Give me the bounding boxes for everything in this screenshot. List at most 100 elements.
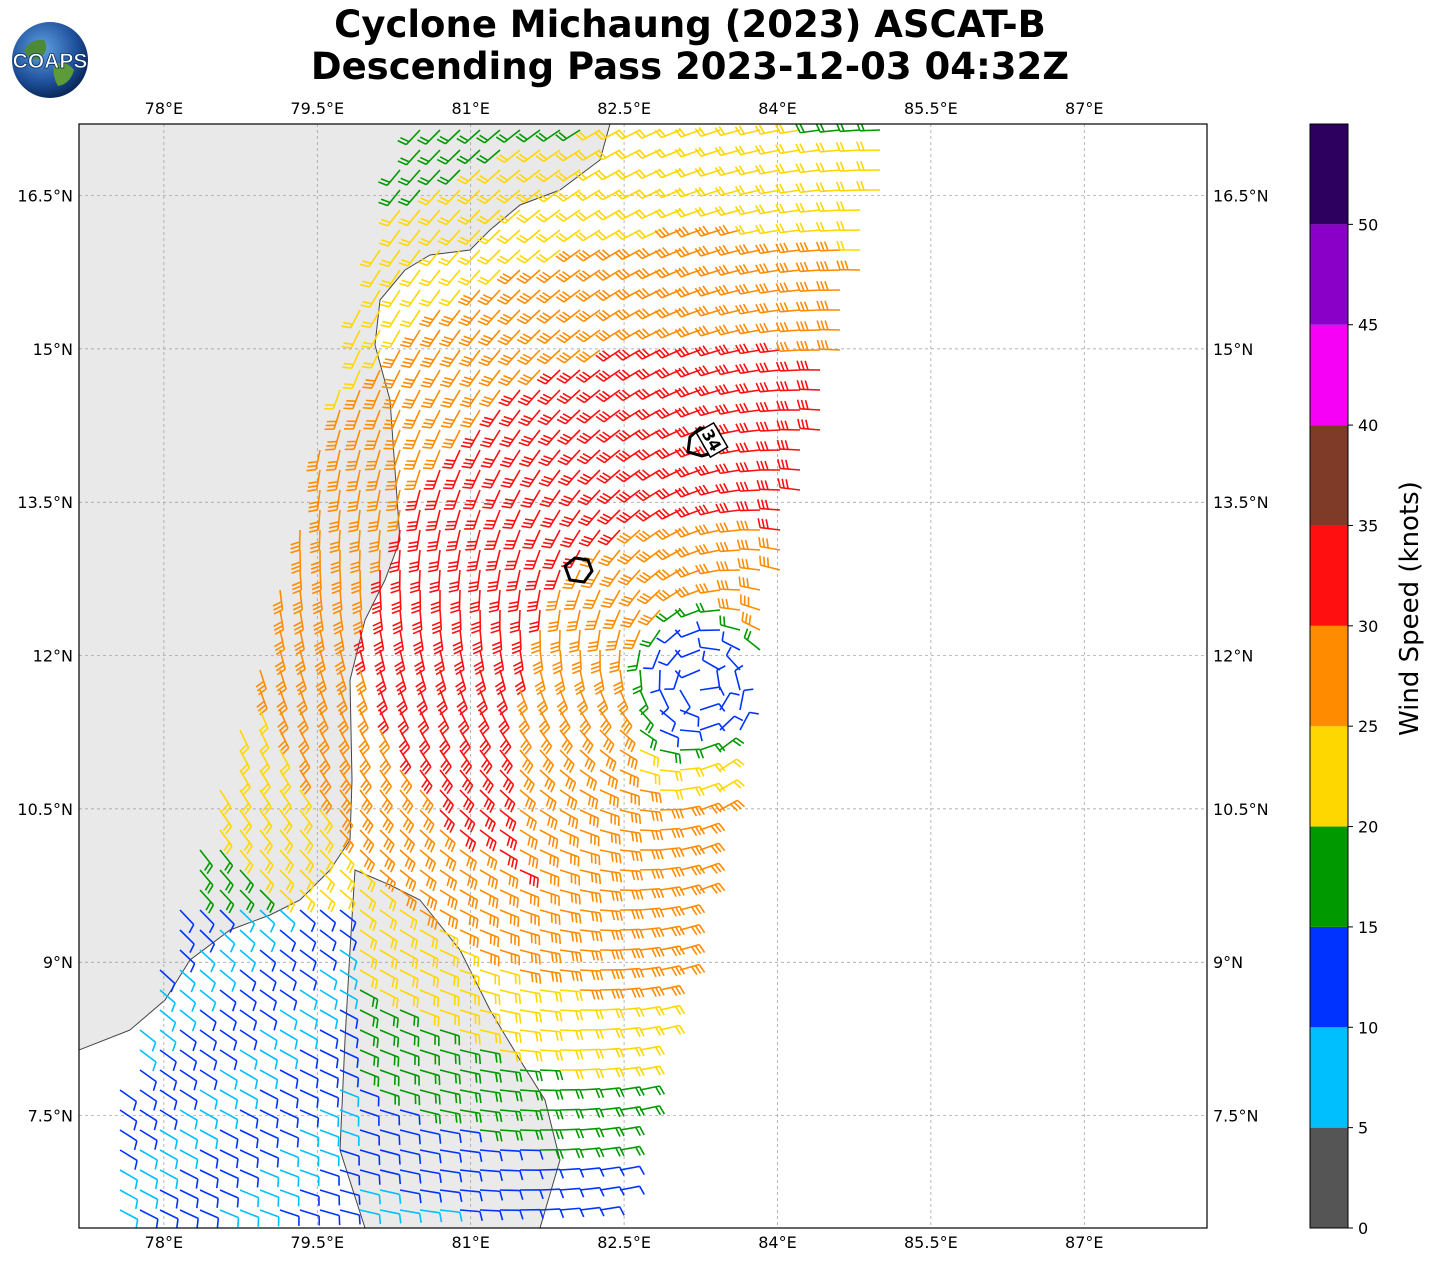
wind-barb xyxy=(422,429,441,450)
wind-barb xyxy=(614,209,641,220)
wind-barb xyxy=(516,269,541,284)
wind-barb xyxy=(694,385,721,397)
wind-barb xyxy=(536,289,561,304)
wind-barb xyxy=(594,189,621,201)
wind-barb xyxy=(419,349,441,368)
wind-barb xyxy=(575,329,601,343)
wind-barb xyxy=(856,141,881,152)
wind-barb xyxy=(775,321,801,333)
wind-barb xyxy=(735,343,761,355)
wind-barb xyxy=(458,309,481,327)
wind-barb xyxy=(755,362,781,373)
wind-barb xyxy=(535,209,561,223)
wind-barb xyxy=(420,369,441,389)
wind-barb xyxy=(417,209,441,226)
wind-barb xyxy=(477,309,501,326)
wind-barb xyxy=(441,429,461,449)
wind-barb xyxy=(755,421,781,432)
wind-barb xyxy=(615,489,641,503)
wind-barb xyxy=(575,349,601,363)
wind-barb xyxy=(796,399,821,411)
wind-barb xyxy=(400,329,421,348)
wind-barb xyxy=(816,320,841,331)
wind-barb xyxy=(555,149,581,162)
wind-barb xyxy=(401,389,421,409)
colorbar-bin xyxy=(1310,625,1348,727)
wind-barb xyxy=(555,269,581,283)
wind-barb xyxy=(401,369,421,389)
wind-barb xyxy=(517,349,541,366)
wind-barb xyxy=(400,349,421,369)
wind-barb xyxy=(575,309,601,323)
wind-barb xyxy=(557,449,581,466)
wind-barb xyxy=(403,449,421,470)
wind-barb xyxy=(635,469,661,481)
wind-barb xyxy=(419,309,441,328)
colorbar-bin xyxy=(1310,826,1348,927)
colorbar-bin xyxy=(1310,1127,1348,1228)
wind-barb xyxy=(577,469,601,485)
wind-barb xyxy=(477,269,501,286)
wind-barb xyxy=(438,269,461,287)
wind-barb xyxy=(555,309,581,323)
wind-barb xyxy=(595,389,621,403)
wind-barb xyxy=(422,449,441,470)
wind-barb xyxy=(418,269,441,287)
wind-barb xyxy=(341,309,361,329)
wind-barb xyxy=(595,209,621,221)
wind-barb xyxy=(596,489,621,505)
wind-barb xyxy=(397,129,421,146)
wind-barb xyxy=(515,149,541,163)
wind-barb xyxy=(379,289,401,308)
wind-barb xyxy=(385,489,401,512)
wind-barb xyxy=(495,149,521,164)
wind-barb xyxy=(595,429,621,443)
colorbar-tick-label: 20 xyxy=(1358,818,1378,837)
wind-barb xyxy=(614,248,641,261)
wind-barb xyxy=(734,283,761,295)
wind-barb xyxy=(555,289,581,303)
wind-barb xyxy=(476,209,501,225)
wind-barb xyxy=(442,449,461,470)
wind-barb xyxy=(382,409,401,430)
wind-barb xyxy=(694,365,721,377)
colorbar-bin xyxy=(1310,726,1348,827)
wind-barb xyxy=(796,380,821,391)
wind-barb xyxy=(734,205,761,216)
wind-barb xyxy=(694,305,721,317)
wind-barb xyxy=(836,201,861,212)
wind-barb xyxy=(595,229,621,241)
wind-barb xyxy=(308,509,321,533)
wind-barb xyxy=(756,480,781,491)
wind-barb xyxy=(734,145,761,156)
wind-barb xyxy=(516,289,541,305)
wind-barb xyxy=(537,429,561,446)
wind-barb xyxy=(734,185,761,196)
wind-barb xyxy=(816,300,841,311)
wind-barb xyxy=(815,241,841,252)
wind-barb xyxy=(556,349,581,364)
wind-barb xyxy=(537,409,561,426)
wind-barb xyxy=(795,124,821,134)
wind-barb xyxy=(575,129,601,141)
wind-barb xyxy=(756,460,781,471)
wind-barb xyxy=(797,418,821,431)
wind-barb xyxy=(714,284,741,296)
wind-barb xyxy=(575,249,601,262)
wind-barb xyxy=(556,329,581,344)
wind-barb xyxy=(398,229,421,247)
wind-barb xyxy=(775,361,801,372)
wind-barb xyxy=(476,129,501,144)
wind-barb xyxy=(555,169,581,182)
wind-barb xyxy=(555,129,581,142)
wind-barb xyxy=(538,449,561,467)
colorbar-bin xyxy=(1310,425,1348,526)
wind-barb xyxy=(614,129,641,140)
wind-barb xyxy=(398,269,421,287)
wind-barb xyxy=(462,469,481,490)
wind-barb xyxy=(674,466,701,478)
wind-barb xyxy=(456,189,481,205)
wind-barb xyxy=(457,289,481,306)
